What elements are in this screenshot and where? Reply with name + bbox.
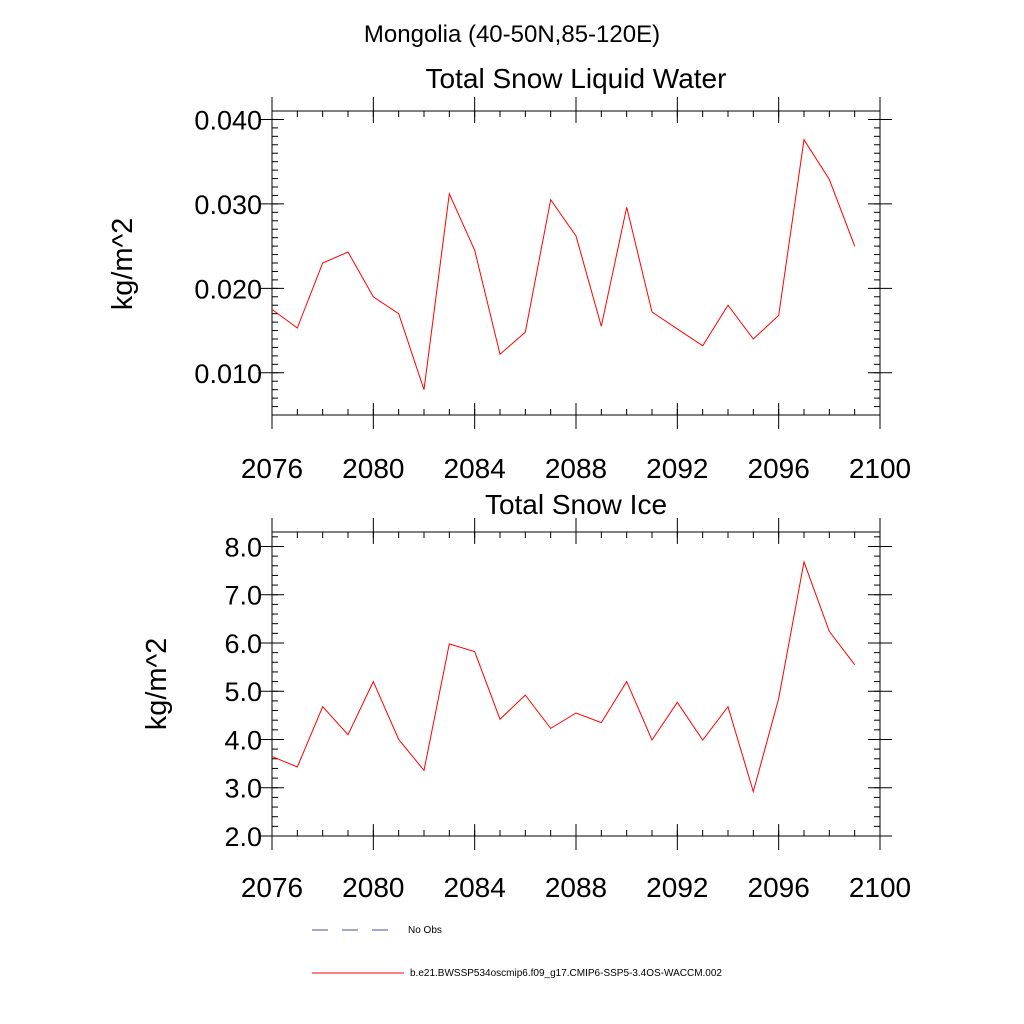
x-tick-label: 2080 xyxy=(342,453,404,484)
y-tick-label: 4.0 xyxy=(224,725,262,755)
y-tick-label: 3.0 xyxy=(224,774,262,804)
y-tick-label: 6.0 xyxy=(224,629,262,659)
x-tick-label: 2076 xyxy=(241,453,303,484)
x-tick-label: 2076 xyxy=(241,872,303,903)
plot-area: 0.010 0.020 0.030 0.040 2076 2080 2084 2088 2092… xyxy=(194,97,911,484)
x-tick-label: 2092 xyxy=(646,453,708,484)
legend-entry-obs: No Obs xyxy=(312,925,442,936)
legend-label: No Obs xyxy=(408,925,442,936)
y-tick-label: 0.010 xyxy=(194,359,262,389)
y-tick-label: 8.0 xyxy=(224,532,262,562)
plot-frame xyxy=(271,531,881,837)
legend-label: b.e21.BWSSP534oscmip6.f09_g17.CMIP6-SSP5… xyxy=(410,968,722,979)
x-tick-label: 2080 xyxy=(342,872,404,903)
x-tick-label: 2096 xyxy=(748,453,810,484)
panel-snow-ice: Total Snow Ice kg/m^2 2.0 3.0 4.0 5.0 6.0 7.0… xyxy=(141,489,911,903)
y-tick-label: 2.0 xyxy=(224,822,262,852)
x-tick-label: 2100 xyxy=(849,453,911,484)
figure-title: Mongolia (40-50N,85-120E) xyxy=(364,21,660,48)
y-tick-label: 0.040 xyxy=(194,105,262,135)
panel-title: Total Snow Liquid Water xyxy=(426,63,727,94)
y-axis-label: kg/m^2 xyxy=(141,638,173,731)
x-tick-label: 2084 xyxy=(444,872,506,903)
panel-title: Total Snow Ice xyxy=(485,489,667,520)
x-tick-label: 2092 xyxy=(646,872,708,903)
legend-entry-model: b.e21.BWSSP534oscmip6.f09_g17.CMIP6-SSP5… xyxy=(312,968,722,979)
x-tick-label: 2100 xyxy=(849,872,911,903)
legend: No Obs b.e21.BWSSP534oscmip6.f09_g17.CMI… xyxy=(312,925,722,979)
y-axis-label: kg/m^2 xyxy=(107,218,139,311)
y-tick-label: 0.020 xyxy=(194,274,262,304)
series-line xyxy=(271,138,856,390)
x-tick-label: 2096 xyxy=(748,872,810,903)
plot-frame xyxy=(271,110,881,416)
x-tick-label: 2088 xyxy=(545,872,607,903)
plot-area: 2.0 3.0 4.0 5.0 6.0 7.0 8.0 2076 2080 2084 2088 209… xyxy=(224,518,911,903)
y-tick-label: 7.0 xyxy=(224,581,262,611)
x-tick-label: 2088 xyxy=(545,453,607,484)
series-line xyxy=(271,560,856,794)
panel-snow-liquid-water: Total Snow Liquid Water kg/m^2 0.010 0.02… xyxy=(107,63,911,484)
y-tick-label: 0.030 xyxy=(194,190,262,220)
y-tick-label: 5.0 xyxy=(224,677,262,707)
x-tick-label: 2084 xyxy=(444,453,506,484)
